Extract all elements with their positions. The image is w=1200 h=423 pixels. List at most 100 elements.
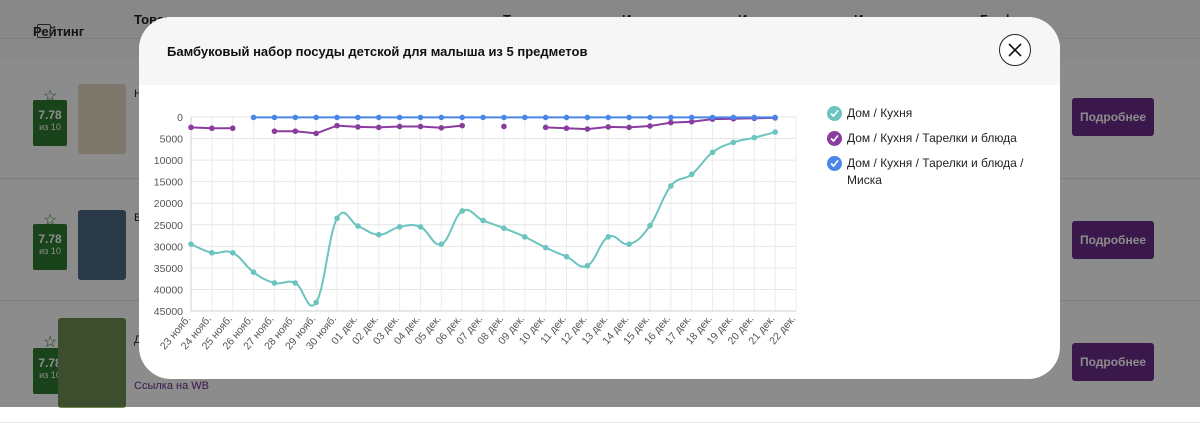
data-point xyxy=(730,114,737,121)
data-point xyxy=(647,114,653,121)
data-point xyxy=(584,114,591,121)
data-point xyxy=(375,114,382,121)
details-button[interactable]: Подробнее xyxy=(1072,98,1154,136)
data-point xyxy=(396,123,403,130)
position-chart: 0 5000 10000 15000 20000 25000 30000 35000 40000… xyxy=(154,112,799,352)
rating-badge: 7.78 из 10 xyxy=(33,100,67,146)
data-point xyxy=(668,183,674,189)
data-point xyxy=(313,114,319,121)
data-point xyxy=(334,114,340,121)
data-point xyxy=(355,124,361,130)
data-point xyxy=(647,123,653,129)
data-point xyxy=(605,234,612,240)
star-icon: ☆ xyxy=(43,334,58,351)
data-point xyxy=(334,122,340,129)
y-tick-label: 40000 xyxy=(154,284,183,296)
product-thumbnail[interactable] xyxy=(78,84,126,154)
data-point xyxy=(605,114,612,121)
data-point xyxy=(334,215,340,222)
legend-item[interactable]: Дом / Кухня / Тарелки и блюда / Миска xyxy=(827,155,1047,189)
data-point xyxy=(209,125,215,132)
chart-legend: Дом / Кухня Дом / Кухня / Тарелки и блюда… xyxy=(827,105,1047,197)
data-point xyxy=(688,171,695,178)
data-point xyxy=(605,124,612,130)
data-point xyxy=(229,125,236,132)
data-point xyxy=(292,280,299,286)
details-button[interactable]: Подробнее xyxy=(1072,221,1154,259)
details-button[interactable]: Подробнее xyxy=(1072,343,1154,381)
data-point xyxy=(229,250,236,256)
data-point xyxy=(709,114,716,121)
legend-item[interactable]: Дом / Кухня xyxy=(827,105,1047,122)
data-point xyxy=(584,126,591,132)
data-point xyxy=(438,124,445,131)
data-point xyxy=(501,225,507,232)
data-point xyxy=(292,114,299,121)
data-point xyxy=(375,124,382,131)
legend-label: Дом / Кухня / Тарелки и блюда xyxy=(847,131,1017,145)
data-point xyxy=(626,114,632,121)
data-point xyxy=(772,129,778,135)
data-point xyxy=(459,114,466,121)
data-point xyxy=(417,114,424,121)
data-point xyxy=(313,299,319,306)
data-point xyxy=(188,124,194,131)
data-point xyxy=(521,234,528,240)
data-point xyxy=(772,114,778,121)
data-point xyxy=(542,244,549,251)
chart-modal: Бамбуковый набор посуды детской для малы… xyxy=(139,17,1060,379)
data-point xyxy=(501,123,507,130)
close-button[interactable] xyxy=(999,34,1031,66)
data-point xyxy=(271,114,278,121)
data-point xyxy=(188,241,194,247)
data-point xyxy=(751,134,758,141)
data-point xyxy=(626,241,632,247)
y-tick-label: 5000 xyxy=(160,134,184,146)
data-point xyxy=(542,124,549,131)
y-tick-label: 30000 xyxy=(154,241,183,253)
data-point xyxy=(355,223,361,229)
data-point xyxy=(501,114,507,121)
data-point xyxy=(396,224,403,230)
y-tick-label: 0 xyxy=(177,112,183,124)
series-line xyxy=(545,116,776,131)
checkmark-icon[interactable] xyxy=(827,156,842,171)
y-tick-label: 15000 xyxy=(154,177,183,189)
product-thumbnail[interactable] xyxy=(58,318,126,408)
data-point xyxy=(271,280,278,286)
data-point xyxy=(250,269,257,275)
data-point xyxy=(563,125,570,132)
data-point xyxy=(668,114,674,121)
data-point xyxy=(355,114,361,121)
data-point xyxy=(626,124,632,131)
data-point xyxy=(751,114,758,121)
y-tick-label: 45000 xyxy=(154,306,183,318)
data-point xyxy=(209,250,215,256)
checkmark-icon[interactable] xyxy=(827,106,842,121)
checkmark-icon[interactable] xyxy=(827,131,842,146)
y-tick-label: 35000 xyxy=(154,263,183,275)
data-point xyxy=(459,208,466,214)
modal-header: Бамбуковый набор посуды детской для малы… xyxy=(139,17,1060,85)
data-point xyxy=(668,119,674,126)
product-thumbnail[interactable] xyxy=(78,210,126,280)
data-point xyxy=(542,114,549,121)
data-point xyxy=(292,128,299,135)
sort-icon[interactable] xyxy=(37,24,51,38)
data-point xyxy=(396,114,403,121)
modal-title: Бамбуковый набор посуды детской для малы… xyxy=(167,44,588,59)
data-point xyxy=(584,262,591,269)
data-point xyxy=(709,149,716,156)
y-tick-label: 10000 xyxy=(154,155,183,167)
legend-item[interactable]: Дом / Кухня / Тарелки и блюда xyxy=(827,130,1047,147)
rating-badge: 7.78 из 10 xyxy=(33,224,67,270)
wb-link[interactable]: Ссылка на WB xyxy=(134,380,209,392)
data-point xyxy=(438,114,445,121)
data-point xyxy=(480,114,486,121)
data-point xyxy=(480,217,486,224)
data-point xyxy=(438,241,445,247)
data-point xyxy=(688,118,695,125)
data-point xyxy=(730,139,737,146)
legend-label: Дом / Кухня xyxy=(847,106,913,120)
legend-label: Дом / Кухня / Тарелки и блюда / Миска xyxy=(847,156,1024,187)
